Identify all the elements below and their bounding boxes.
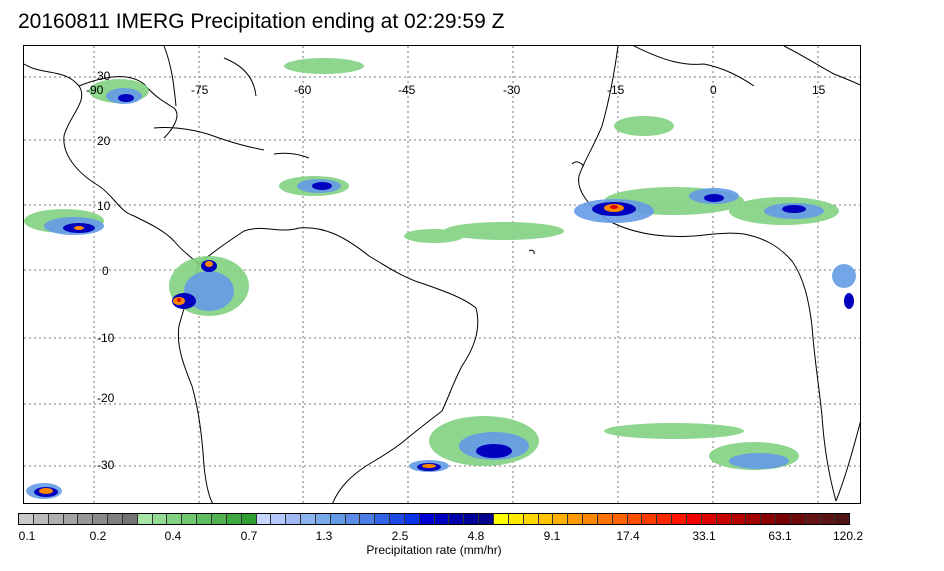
colorbar-swatch — [211, 514, 227, 524]
lon-tick-label: -45 — [398, 83, 416, 97]
colorbar-tick-label: 9.1 — [543, 529, 561, 543]
colorbar-swatch — [657, 514, 673, 524]
colorbar-swatch — [612, 514, 628, 524]
colorbar-swatch — [93, 514, 109, 524]
colorbar-swatch — [78, 514, 94, 524]
lat-tick-label: 10 — [97, 199, 111, 213]
colorbar-swatch — [63, 514, 79, 524]
colorbar-swatch — [390, 514, 405, 524]
colorbar-swatch — [464, 514, 480, 524]
colorbar-swatch — [182, 514, 198, 524]
colorbar-tick-label: 0.4 — [164, 529, 182, 543]
colorbar-swatch — [731, 514, 747, 524]
colorbar-swatch — [701, 514, 717, 524]
precipitation-field — [24, 58, 856, 499]
colorbar-swatch — [790, 514, 806, 524]
colorbar-swatch — [449, 514, 465, 524]
lon-tick-label: -30 — [503, 83, 521, 97]
colorbar-tick-label: 4.8 — [467, 529, 485, 543]
colorbar-swatch — [523, 514, 539, 524]
colorbar-swatch — [805, 514, 821, 524]
colorbar-swatch — [746, 514, 762, 524]
colorbar-swatch — [597, 514, 613, 524]
colorbar-swatch — [286, 514, 302, 524]
colorbar-tick-label: 17.4 — [616, 529, 640, 543]
map-title: 20160811 IMERG Precipitation ending at 0… — [18, 10, 505, 33]
colorbar-swatch — [642, 514, 658, 524]
colorbar-swatch — [33, 514, 49, 524]
lon-tick-label: -90 — [86, 83, 104, 97]
colorbar-swatch — [375, 514, 391, 524]
colorbar-swatch — [167, 514, 183, 524]
lon-tick-label: -15 — [607, 83, 625, 97]
colorbar-swatch — [404, 514, 420, 524]
colorbar-swatch — [716, 514, 732, 524]
colorbar-swatch — [19, 514, 34, 524]
colorbar-swatch — [672, 514, 687, 524]
colorbar-tick-label: 2.5 — [391, 529, 409, 543]
colorbar-swatch — [241, 514, 257, 524]
colorbar-swatch — [315, 514, 331, 524]
precipitation-map: -90 -75 -60 -45 -30 -15 0 15 30 20 10 0 … — [23, 45, 861, 504]
colorbar-swatch — [686, 514, 702, 524]
colorbar-swatch — [434, 514, 450, 524]
colorbar-swatch — [271, 514, 287, 524]
colorbar-swatch — [152, 514, 168, 524]
colorbar-tick-label: 0.2 — [89, 529, 107, 543]
colorbar-swatch — [301, 514, 316, 524]
colorbar-swatch — [137, 514, 153, 524]
colorbar-swatch — [568, 514, 584, 524]
colorbar-tick-label: 0.7 — [240, 529, 258, 543]
colorbar-swatch — [197, 514, 212, 524]
colorbar-swatch — [820, 514, 836, 524]
colorbar-tick-label: 33.1 — [692, 529, 716, 543]
colorbar-swatch — [226, 514, 242, 524]
lon-tick-label: 0 — [710, 83, 717, 97]
lon-tick-label: -60 — [294, 83, 312, 97]
colorbar — [18, 513, 850, 525]
colorbar-swatch — [583, 514, 598, 524]
colorbar-swatch — [419, 514, 435, 524]
lat-tick-label: -30 — [97, 458, 115, 472]
colorbar-tick-label: 1.3 — [315, 529, 333, 543]
colorbar-swatch — [122, 514, 138, 524]
lat-tick-label: -10 — [97, 331, 115, 345]
lat-tick-label: -20 — [97, 391, 115, 405]
colorbar-swatch — [761, 514, 777, 524]
colorbar-swatch — [479, 514, 494, 524]
colorbar-swatch — [494, 514, 509, 524]
colorbar-tick-label: 120.2 — [832, 529, 864, 543]
colorbar-swatch — [330, 514, 346, 524]
colorbar-swatch — [345, 514, 361, 524]
colorbar-swatch — [360, 514, 376, 524]
lat-tick-label: 20 — [97, 134, 111, 148]
colorbar-swatch — [538, 514, 554, 524]
colorbar-swatch — [835, 514, 850, 524]
colorbar-swatch — [48, 514, 64, 524]
colorbar-tick-label: 0.1 — [18, 529, 36, 543]
colorbar-swatch — [553, 514, 569, 524]
colorbar-swatch — [508, 514, 524, 524]
lon-tick-label: 15 — [812, 83, 826, 97]
lat-tick-label: 30 — [97, 69, 111, 83]
lat-tick-label: 0 — [102, 264, 109, 278]
lon-tick-label: -75 — [191, 83, 209, 97]
colorbar-tick-label: 63.1 — [768, 529, 792, 543]
colorbar-swatch — [627, 514, 643, 524]
colorbar-swatch — [108, 514, 123, 524]
colorbar-swatch — [776, 514, 791, 524]
colorbar-title: Precipitation rate (mm/hr) — [366, 543, 502, 557]
colorbar-swatch — [256, 514, 272, 524]
